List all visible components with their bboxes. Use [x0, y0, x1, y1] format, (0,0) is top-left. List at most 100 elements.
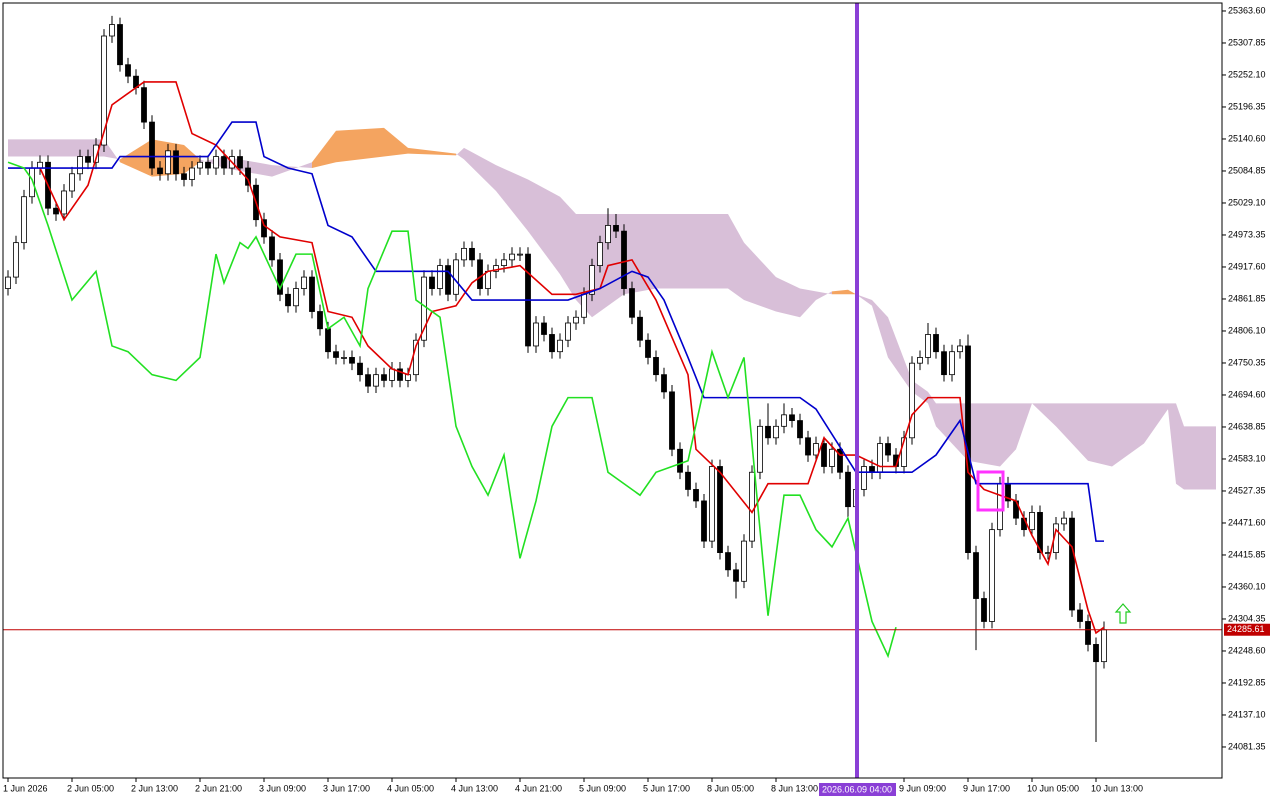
candle-body [645, 339, 651, 358]
cloud-segment [336, 127, 384, 163]
cloud-segment [1184, 426, 1216, 490]
candle-body [829, 448, 835, 467]
x-tick-label: 2 Jun 13:00 [131, 783, 178, 793]
x-tick-label: 9 Jun 09:00 [899, 783, 946, 793]
candle-body [109, 24, 115, 37]
candle-body [685, 471, 691, 490]
y-tick-label: 24638.85 [1228, 421, 1266, 431]
x-tick-label: 10 Jun 13:00 [1091, 783, 1143, 793]
candle-body [13, 242, 19, 278]
x-tick-label: 9 Jun 17:00 [963, 783, 1010, 793]
cloud-segment [120, 139, 152, 177]
cloud-segment [656, 213, 728, 289]
candle-body [693, 489, 699, 502]
candle-body [1061, 517, 1067, 525]
candle-body [181, 173, 187, 180]
cursor-label-bg [819, 783, 896, 796]
candle-body [469, 247, 475, 261]
candle-body [485, 270, 491, 289]
y-tick-label: 25307.85 [1228, 37, 1266, 47]
y-tick-label: 24360.10 [1228, 581, 1266, 591]
candle-body [845, 471, 851, 508]
cloud-segment [528, 179, 560, 275]
cloud-segment [888, 317, 912, 392]
candle-body [661, 374, 667, 393]
candle-body [757, 425, 763, 473]
candle-body [197, 161, 203, 169]
candle-body [733, 569, 739, 582]
candle-body [421, 276, 427, 341]
cloud-segment [184, 145, 200, 174]
candle-body [533, 322, 539, 347]
candle-body [357, 362, 363, 376]
candle-body [741, 540, 747, 582]
candle-body [149, 121, 155, 169]
cloud-segment [1016, 403, 1032, 450]
candle-body [1037, 512, 1043, 553]
candle-body [805, 437, 811, 456]
candle-body [165, 150, 171, 175]
candle-body [933, 334, 939, 353]
x-tick-label: 8 Jun 13:00 [771, 783, 818, 793]
candle-body [941, 351, 947, 376]
candle-body [237, 156, 243, 169]
candle-body [389, 368, 395, 381]
candle-body [205, 161, 211, 169]
candle-body [301, 276, 307, 289]
candle-body [317, 311, 323, 330]
cloud-segment [1088, 403, 1112, 467]
cloud-segment [968, 403, 1000, 467]
y-tick-label: 24304.35 [1228, 613, 1266, 623]
candle-body [277, 259, 283, 295]
cloud-segment [744, 242, 776, 312]
candle-body [125, 64, 131, 77]
candle-body [781, 414, 787, 427]
candle-body [909, 362, 915, 439]
candle-body [885, 443, 891, 456]
y-tick-label: 24917.60 [1228, 261, 1266, 271]
cloud-segment [104, 139, 120, 163]
candle-body [973, 552, 979, 599]
highlight-box [976, 470, 1005, 512]
cloud-segment [408, 147, 456, 156]
candle-body [453, 259, 459, 295]
candle-body [981, 598, 987, 622]
candle-body [565, 322, 571, 341]
candle-body [837, 448, 843, 473]
cloud-segment [1056, 403, 1088, 461]
y-tick-label: 24137.10 [1228, 709, 1266, 719]
candle-body [189, 167, 195, 180]
candle-body [101, 35, 107, 146]
candle-body [373, 374, 379, 387]
y-tick-label: 24806.10 [1228, 325, 1266, 335]
candle-body [69, 173, 75, 192]
last-price-label: 24285.61 [1227, 624, 1265, 634]
cloud-segment [496, 165, 528, 232]
cloud-segment [912, 380, 928, 404]
cloud-segment [8, 139, 104, 157]
x-tick-label: 1 Jun 2026 [3, 783, 48, 793]
plot-frame [2, 2, 1223, 779]
y-tick-label: 25196.35 [1228, 101, 1266, 111]
cloud-segment [1176, 403, 1184, 490]
y-tick-label: 25029.10 [1228, 197, 1266, 207]
cloud-segment [312, 130, 336, 169]
candle-body [509, 253, 515, 261]
candle-body [333, 351, 339, 358]
candle-body [717, 466, 723, 553]
candle-body [925, 334, 931, 358]
candle-body [869, 466, 875, 473]
candle-body [445, 265, 451, 295]
candle-body [989, 529, 995, 622]
candle-body [1077, 609, 1083, 622]
cloud-segment [816, 291, 832, 301]
cloud-segment [856, 294, 872, 306]
cloud-segment [384, 127, 408, 157]
candle-body [957, 345, 963, 353]
candle-body [349, 357, 355, 364]
plot-area [3, 15, 1222, 743]
candle-body [581, 293, 587, 318]
